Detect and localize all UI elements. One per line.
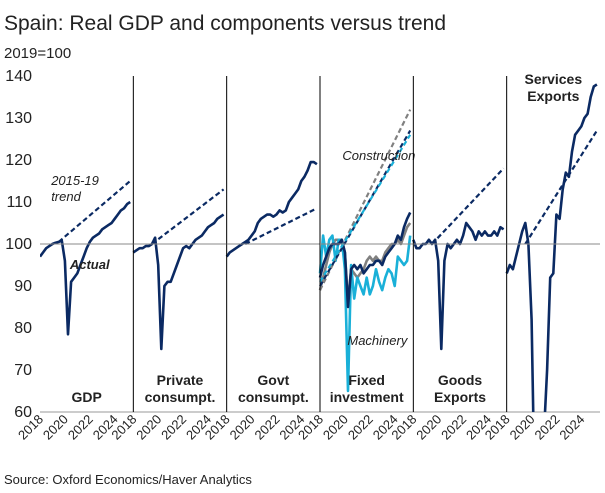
x-tick-label: 2020	[40, 412, 71, 443]
series-label: Actual	[69, 257, 110, 272]
y-tick-label: 70	[14, 362, 32, 379]
y-tick-label: 100	[5, 236, 32, 253]
x-tick-label: 2022	[438, 412, 469, 443]
panel-title: Private consumpt.	[145, 372, 216, 405]
series-line	[505, 83, 598, 412]
source-note: Source: Oxford Economics/Haver Analytics	[4, 472, 252, 487]
series-label: Machinery	[347, 333, 408, 348]
trend-line	[151, 188, 225, 245]
trend-line	[319, 109, 412, 291]
series-line	[225, 160, 318, 258]
x-tick-label: 2020	[413, 412, 444, 443]
trend-line	[524, 130, 598, 245]
y-tick-label: 110	[6, 194, 32, 211]
panel-title: Fixed investment	[330, 372, 404, 405]
x-tick-label: 2020	[320, 412, 351, 443]
x-tick-label: 2022	[252, 412, 283, 443]
series-line	[40, 200, 131, 336]
series-line	[318, 234, 412, 393]
x-tick-label: 2024	[556, 412, 587, 443]
series-label: 2015-19 trend	[50, 173, 99, 204]
y-tick-label: 130	[5, 110, 32, 127]
x-tick-label: 2022	[158, 412, 189, 443]
panel-title: Govt consumpt.	[238, 372, 309, 405]
trend-line	[319, 130, 412, 287]
trend-line	[431, 167, 505, 245]
x-tick-label: 2020	[507, 412, 538, 443]
y-tick-label: 90	[14, 278, 32, 295]
y-tick-label: 140	[5, 68, 32, 85]
trend-line	[244, 207, 318, 245]
x-tick-label: 2022	[65, 412, 96, 443]
panel-title: GDP	[71, 389, 101, 405]
x-tick-label: 2022	[345, 412, 376, 443]
x-tick-label: 2020	[133, 412, 164, 443]
series-line	[412, 221, 505, 351]
y-tick-label: 120	[5, 152, 32, 169]
panel-title: Services Exports	[525, 71, 583, 104]
plot-area	[40, 83, 598, 412]
series-line	[132, 213, 225, 351]
trend-line	[319, 134, 412, 283]
x-tick-label: 2022	[532, 412, 563, 443]
chart-subtitle: 2019=100	[4, 45, 71, 62]
x-tick-label: 2020	[227, 412, 258, 443]
y-tick-label: 80	[14, 320, 32, 337]
series-label: Construction	[342, 148, 415, 163]
chart-title: Spain: Real GDP and components versus tr…	[4, 12, 446, 35]
panel-title: Goods Exports	[434, 372, 486, 405]
y-tick-label: 60	[14, 404, 32, 421]
